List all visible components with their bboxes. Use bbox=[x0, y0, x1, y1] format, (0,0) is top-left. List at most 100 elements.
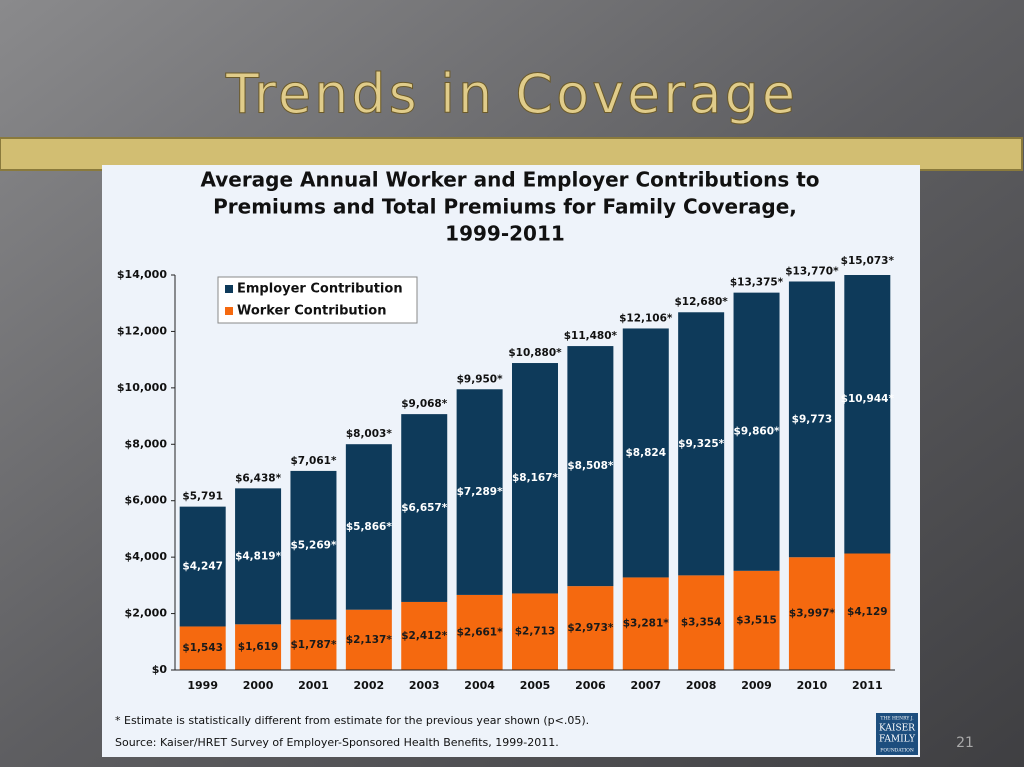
value-label: $4,819* bbox=[235, 550, 282, 562]
x-tick-label: 2000 bbox=[243, 679, 274, 692]
bar-segment bbox=[345, 609, 392, 670]
bar-segment bbox=[179, 626, 226, 670]
value-label: $1,787* bbox=[290, 639, 337, 651]
page-number: 21 bbox=[956, 735, 974, 751]
bar-segment bbox=[733, 292, 780, 571]
bar-segment bbox=[567, 586, 614, 670]
legend-label: Worker Contribution bbox=[237, 304, 387, 319]
value-label: $5,269* bbox=[290, 539, 337, 551]
bar-segment bbox=[567, 346, 614, 587]
bar-segment bbox=[512, 363, 558, 594]
x-tick-label: 2008 bbox=[686, 679, 717, 692]
total-label: $11,480* bbox=[564, 330, 618, 342]
legend-swatch bbox=[225, 307, 233, 315]
value-label: $6,657* bbox=[401, 502, 448, 514]
y-tick-label: $8,000 bbox=[125, 437, 168, 450]
slide-title: Trends in Coverage bbox=[225, 63, 798, 126]
value-label: $3,997* bbox=[789, 608, 836, 620]
value-label: $7,289* bbox=[457, 486, 504, 498]
x-tick-label: 2001 bbox=[298, 679, 329, 692]
y-tick-label: $14,000 bbox=[117, 268, 167, 281]
title-band bbox=[0, 137, 1023, 171]
value-label: $3,281* bbox=[623, 618, 670, 630]
chart-title: Premiums and Total Premiums for Family C… bbox=[213, 195, 797, 219]
value-label: $8,167* bbox=[512, 472, 559, 484]
value-label: $1,543 bbox=[182, 642, 223, 654]
logo-text: THE HENRY J. bbox=[880, 716, 914, 722]
bar-segment bbox=[290, 470, 337, 620]
value-label: $2,661* bbox=[457, 626, 504, 638]
value-label: $2,412* bbox=[401, 630, 448, 642]
x-tick-label: 1999 bbox=[187, 679, 218, 692]
bar-segment bbox=[456, 594, 503, 670]
logo-text: FAMILY bbox=[879, 735, 916, 745]
total-label: $13,375* bbox=[730, 277, 784, 289]
legend-label: Employer Contribution bbox=[237, 282, 403, 297]
source: Source: Kaiser/HRET Survey of Employer-S… bbox=[115, 736, 559, 749]
x-tick-label: 2010 bbox=[797, 679, 828, 692]
bar-segment bbox=[345, 444, 392, 610]
bar-segment bbox=[401, 601, 448, 670]
x-tick-label: 2003 bbox=[409, 679, 440, 692]
total-label: $12,680* bbox=[674, 296, 728, 308]
y-tick-label: $0 bbox=[152, 663, 168, 676]
total-label: $12,106* bbox=[619, 312, 673, 324]
bar-segment bbox=[844, 553, 891, 670]
bar-segment bbox=[678, 575, 725, 670]
logo-text: KAISER bbox=[879, 724, 915, 734]
value-label: $2,713 bbox=[515, 626, 556, 638]
y-tick-label: $10,000 bbox=[117, 381, 167, 394]
bar-segment bbox=[788, 557, 835, 670]
value-label: $3,354 bbox=[681, 617, 722, 629]
value-label: $4,247 bbox=[182, 561, 223, 573]
x-tick-label: 2007 bbox=[630, 679, 661, 692]
bar-segment bbox=[401, 414, 448, 602]
total-label: $7,061* bbox=[290, 455, 337, 467]
bar-segment bbox=[235, 488, 282, 625]
x-tick-label: 2005 bbox=[520, 679, 551, 692]
total-label: $8,003* bbox=[346, 428, 393, 440]
legend bbox=[217, 276, 418, 324]
value-label: $8,508* bbox=[567, 460, 614, 472]
bar-segment bbox=[844, 275, 891, 554]
footnote: * Estimate is statistically different fr… bbox=[115, 714, 589, 727]
bar-segment bbox=[622, 577, 669, 670]
y-tick-label: $12,000 bbox=[117, 324, 167, 337]
total-label: $10,880* bbox=[508, 347, 562, 359]
chart-title: Average Annual Worker and Employer Contr… bbox=[200, 168, 819, 192]
plot-area bbox=[179, 275, 891, 670]
y-tick-label: $4,000 bbox=[125, 550, 168, 563]
bar-segment bbox=[512, 593, 558, 670]
value-label: $2,137* bbox=[346, 634, 393, 646]
legend-swatch bbox=[225, 285, 233, 293]
x-tick-label: 2004 bbox=[464, 679, 495, 692]
value-label: $1,619 bbox=[238, 641, 279, 653]
bar-segment bbox=[456, 389, 503, 595]
value-label: $4,129 bbox=[847, 606, 888, 618]
value-label: $10,944* bbox=[841, 393, 895, 405]
bar-segment bbox=[733, 570, 780, 670]
bar-segment bbox=[179, 506, 226, 627]
total-label: $6,438* bbox=[235, 472, 282, 484]
x-tick-label: 2006 bbox=[575, 679, 606, 692]
x-tick-label: 2011 bbox=[852, 679, 883, 692]
bar-segment bbox=[678, 312, 725, 576]
chart-title: 1999-2011 bbox=[445, 222, 565, 246]
value-label: $2,973* bbox=[567, 622, 614, 634]
total-label: $13,770* bbox=[785, 265, 839, 277]
bar-segment bbox=[235, 624, 282, 670]
total-label: $5,791 bbox=[182, 491, 223, 503]
value-label: $8,824 bbox=[626, 447, 667, 459]
value-label: $9,773 bbox=[792, 413, 833, 425]
y-tick-label: $2,000 bbox=[125, 607, 168, 620]
total-label: $9,950* bbox=[457, 373, 504, 385]
total-label: $9,068* bbox=[401, 398, 448, 410]
bar-segment bbox=[290, 619, 337, 670]
value-label: $9,325* bbox=[678, 438, 725, 450]
logo bbox=[876, 713, 918, 755]
logo-text: FOUNDATION bbox=[880, 748, 914, 754]
value-label: $5,866* bbox=[346, 521, 393, 533]
value-label: $9,860* bbox=[734, 426, 781, 438]
